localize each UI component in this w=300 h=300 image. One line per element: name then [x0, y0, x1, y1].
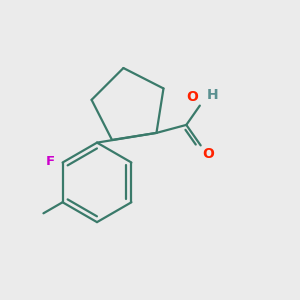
Text: F: F [46, 154, 55, 167]
Text: O: O [202, 147, 214, 161]
Text: H: H [206, 88, 218, 102]
Text: O: O [187, 90, 198, 104]
